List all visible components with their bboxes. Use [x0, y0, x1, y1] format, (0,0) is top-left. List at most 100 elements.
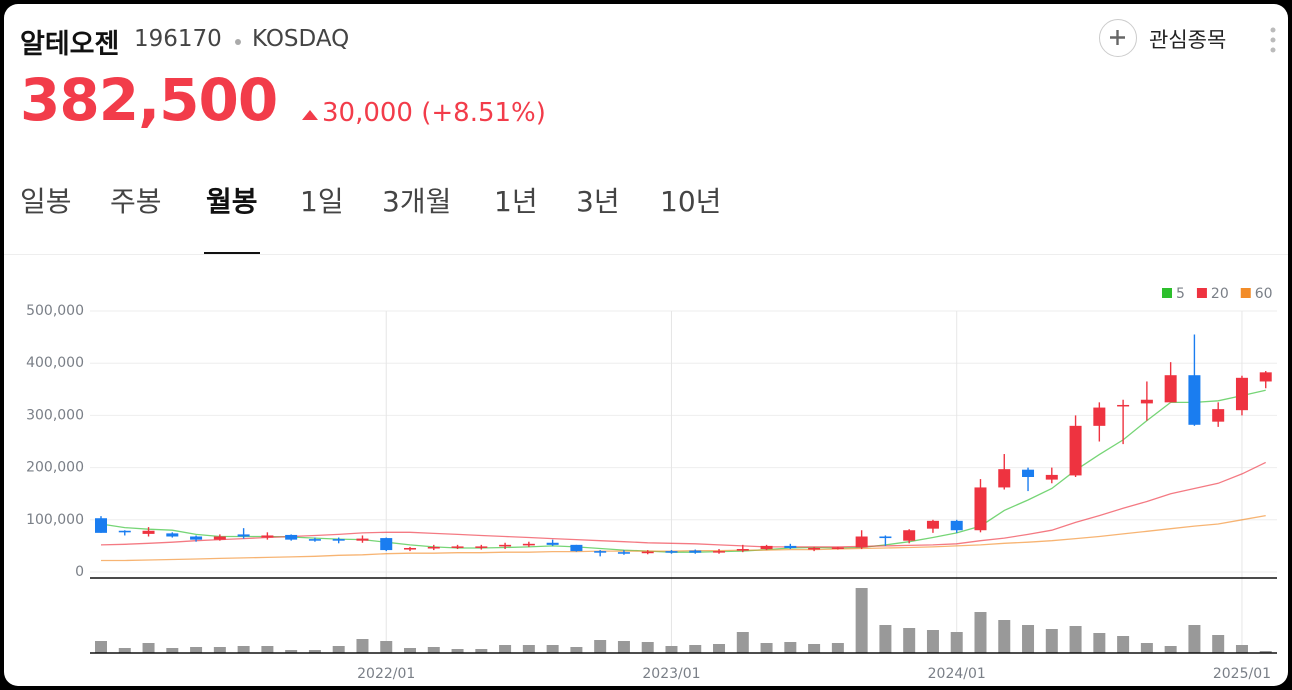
y-tick-label: 300,000 [26, 407, 84, 423]
volume-bar [594, 640, 607, 653]
candle-body [665, 551, 678, 553]
period-tab[interactable]: 주봉 [110, 185, 162, 218]
candle-body [285, 534, 298, 540]
candle-body [1259, 372, 1272, 382]
volume-bar [237, 646, 250, 653]
volume-bar [665, 646, 678, 653]
x-tick-label: 2024/01 [928, 666, 986, 682]
candle-body [95, 518, 107, 533]
candle-body [142, 530, 155, 534]
candle-body [166, 533, 179, 537]
candle-body [1045, 474, 1058, 480]
volume-bar [356, 639, 369, 653]
legend-label: 60 [1255, 286, 1273, 302]
candle-body [546, 542, 559, 545]
period-tab[interactable]: 일봉 [20, 185, 72, 218]
candle-body [1117, 404, 1130, 407]
volume-bar [879, 625, 892, 653]
volume-bar [427, 647, 440, 653]
more-menu[interactable] [1270, 26, 1276, 54]
candle-body [213, 536, 226, 540]
separator-dot [235, 39, 241, 45]
volume-bar [1164, 646, 1177, 653]
volume-bar [118, 648, 131, 653]
volume-bar [142, 643, 155, 653]
legend-label: 5 [1176, 286, 1185, 302]
volume-bar [1212, 635, 1225, 653]
plus-icon [1110, 30, 1125, 45]
volume-bar [1117, 636, 1130, 653]
y-tick-label: 0 [75, 564, 84, 580]
period-tab[interactable]: 월봉 [206, 185, 258, 218]
moving-average-line [101, 514, 1266, 562]
volume-bar [1022, 625, 1035, 653]
candle-body [522, 543, 535, 546]
candle-body [808, 547, 821, 550]
volume-bar [475, 649, 488, 653]
volume-bar [1093, 633, 1106, 653]
candle-body [499, 544, 512, 547]
legend-swatch [1196, 288, 1207, 298]
period-tab[interactable]: 1일 [300, 185, 344, 218]
volume-bar [760, 643, 773, 653]
candle-body [641, 551, 654, 554]
candle-body [1235, 377, 1248, 411]
volume-bar [713, 644, 726, 653]
y-tick-label: 200,000 [26, 460, 84, 476]
volume-bar [285, 650, 298, 653]
volume-bar [261, 646, 274, 653]
volume-bar [1140, 643, 1153, 653]
legend-label: 20 [1211, 286, 1229, 302]
candle-body [760, 545, 773, 550]
volume-bar [974, 612, 987, 653]
candle-body [427, 546, 440, 549]
candle-body [1140, 399, 1153, 404]
candle-body [190, 536, 203, 540]
candle-body [356, 538, 369, 541]
candle-body [831, 547, 844, 549]
candle-body [855, 536, 868, 548]
period-tab[interactable]: 1년 [494, 185, 538, 218]
x-tick-label: 2023/01 [642, 666, 700, 682]
candle-body [237, 534, 250, 537]
divider [4, 254, 1288, 255]
candle-body [118, 530, 131, 533]
volume-bar [808, 644, 821, 653]
volume-bar [332, 646, 345, 653]
volume-bar [213, 647, 226, 653]
stock-code: 196170 [134, 26, 222, 52]
volume-bar [522, 645, 535, 653]
volume-bar [641, 642, 654, 653]
volume-bar [1188, 625, 1201, 653]
volume-bar [1045, 629, 1058, 653]
candle-body [451, 546, 464, 548]
legend-swatch [1162, 288, 1172, 298]
candle-body [380, 538, 393, 551]
watch-label[interactable]: 관심종목 [1149, 28, 1227, 52]
volume-bar [546, 645, 559, 653]
period-tab[interactable]: 10년 [660, 185, 722, 218]
candle-body [617, 552, 630, 554]
candle-body [879, 536, 892, 539]
volume-bar [499, 645, 512, 653]
candle-body [903, 530, 916, 541]
volume-bar [831, 643, 844, 653]
volume-bar [404, 648, 417, 653]
candle-body [1188, 375, 1201, 425]
candle-body [475, 546, 488, 548]
period-tab[interactable]: 3개월 [382, 185, 452, 218]
candle-body [736, 549, 749, 551]
candle-body [308, 539, 321, 541]
volume-bar [1259, 651, 1272, 653]
volume-bar [308, 650, 321, 653]
volume-bar [451, 649, 464, 653]
volume-bar [190, 647, 203, 653]
active-tab-underline [204, 252, 260, 254]
volume-bar [855, 588, 868, 653]
period-tab[interactable]: 3년 [576, 185, 620, 218]
volume-bar [1235, 645, 1248, 653]
candle-body [594, 551, 607, 553]
watch-button[interactable] [1099, 19, 1137, 57]
candle-body [1093, 407, 1106, 426]
